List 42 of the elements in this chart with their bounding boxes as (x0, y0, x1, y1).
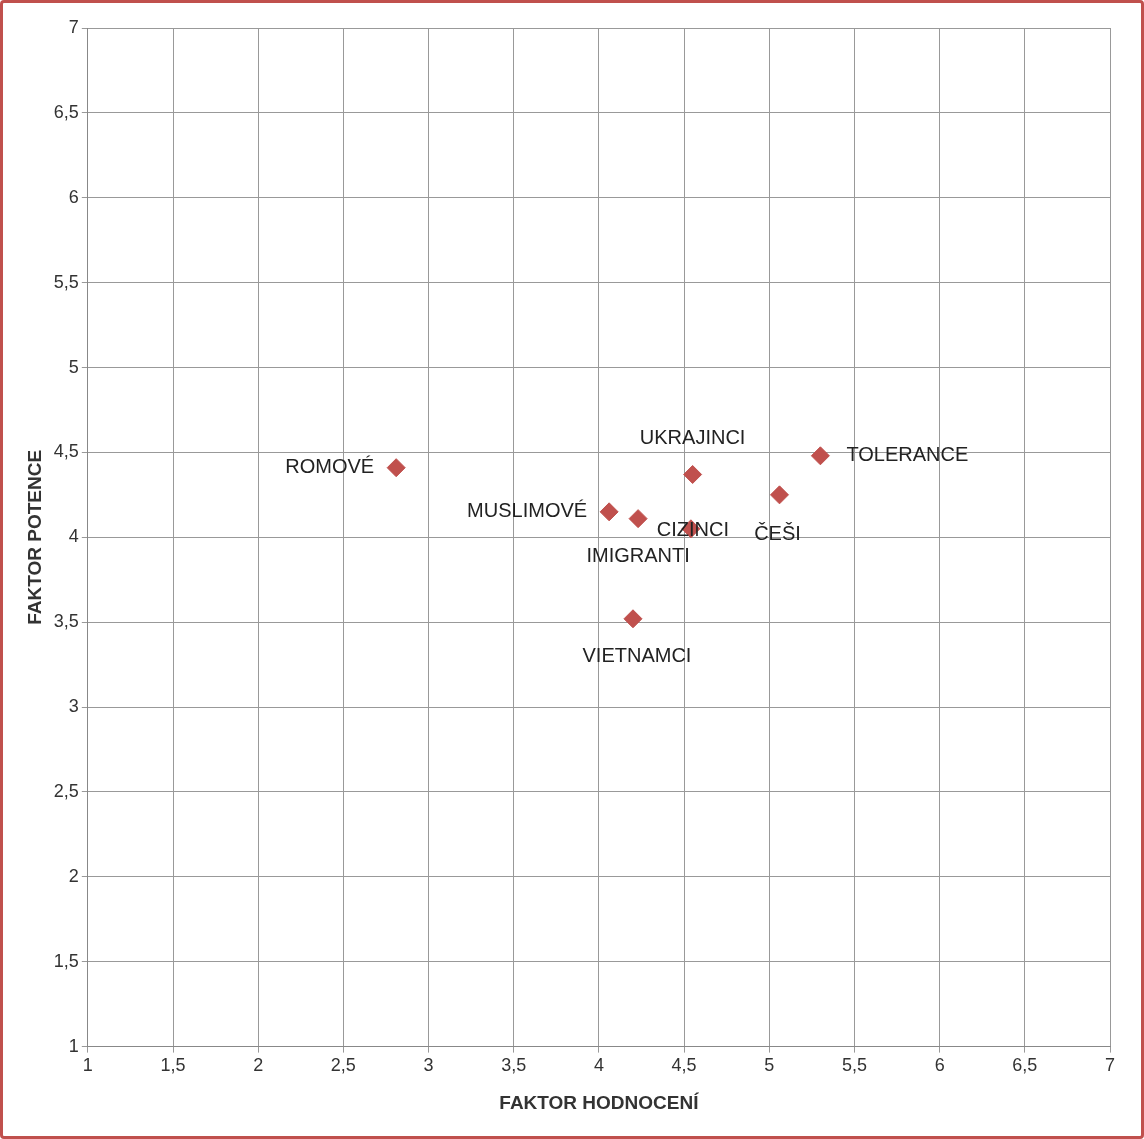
point (683, 464, 703, 484)
y-tick-label: 6,5 (53, 101, 79, 122)
y-tick-label: 6 (68, 186, 79, 207)
y-tick-label: 3,5 (53, 611, 79, 632)
x-tick-label: 6 (934, 1055, 945, 1076)
y-tick-label: 4,5 (53, 441, 79, 462)
point (770, 485, 789, 505)
x-tick-label: 2 (253, 1055, 264, 1076)
annotation: ČEŠI (754, 522, 801, 545)
x-tick-label: 7 (1104, 1055, 1116, 1076)
x-tick-label: 5,5 (841, 1055, 867, 1076)
annotation: IMIGRANTI (586, 544, 690, 567)
annotation: VIETNAMCI (582, 644, 692, 667)
point (599, 502, 619, 522)
x-tick-label: 6,5 (1012, 1055, 1038, 1076)
y-tick-label: 2 (68, 865, 79, 886)
annotation: MUSLIMOVÉ (467, 499, 588, 522)
annotation: ROMOVÉ (285, 455, 375, 478)
y-tick-label: 4 (68, 526, 79, 547)
x-tick-label: 4,5 (671, 1055, 697, 1076)
y-tick-label: 1 (68, 1035, 79, 1056)
x-tick-label: 4 (593, 1055, 604, 1076)
annotation: TOLERANCE (846, 443, 969, 466)
x-tick-label: 5 (764, 1055, 775, 1076)
point (386, 458, 406, 478)
x-tick-label: 2,5 (330, 1055, 356, 1076)
y-tick-label: 7 (68, 16, 79, 37)
y-tick-label: 5,5 (53, 271, 79, 292)
point (628, 509, 648, 529)
x-tick-label: 3,5 (501, 1055, 527, 1076)
x-tick-label: 1,5 (160, 1055, 186, 1076)
y-tick-label: 3 (68, 696, 79, 717)
y-tick-label: 1,5 (53, 950, 79, 971)
point (810, 446, 830, 466)
x-tick-label: 3 (423, 1055, 434, 1076)
y-tick-label: 2,5 (53, 780, 79, 801)
point (623, 609, 643, 629)
annotation: UKRAJINCI (639, 426, 746, 448)
x-axis-title: FAKTOR HODNOCENÍ (499, 1091, 700, 1113)
x-tick-label: 1 (82, 1055, 93, 1076)
y-tick-label: 5 (68, 356, 79, 377)
y-axis-title: FAKTOR POTENCE (23, 449, 45, 625)
